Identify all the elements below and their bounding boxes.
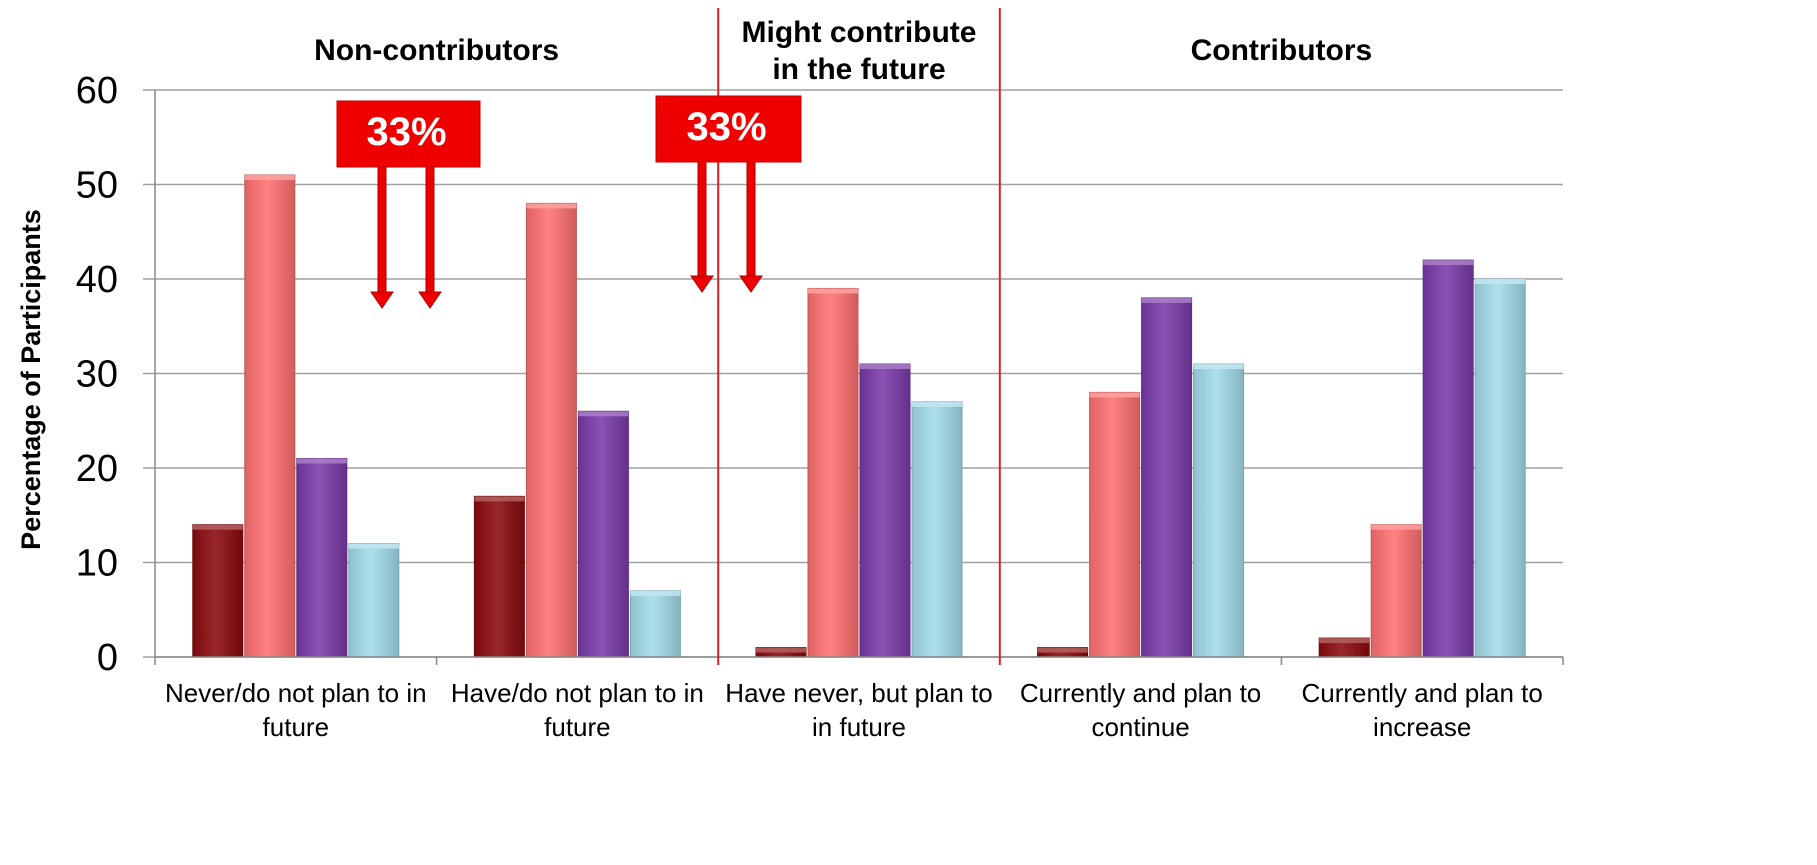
bar-top-bevel: [348, 543, 399, 549]
bar: [911, 401, 963, 658]
bar: [1141, 297, 1193, 658]
bar: [807, 287, 859, 658]
annotation-callout-box: [336, 100, 481, 168]
annotation-arrow-shaft: [697, 161, 707, 279]
bar: [473, 495, 525, 658]
bar-top-bevel: [912, 401, 962, 407]
bar: [1370, 524, 1422, 658]
y-tick-label: 40: [76, 259, 118, 301]
bar: [1089, 391, 1141, 658]
y-tick-label: 20: [76, 448, 118, 490]
x-tick-label: in future: [812, 712, 906, 742]
bar-top-bevel: [1371, 524, 1422, 530]
bar: [1422, 259, 1474, 658]
bar-top-bevel: [526, 203, 577, 209]
annotation-arrow-head: [739, 275, 763, 293]
bar-top-bevel: [860, 364, 910, 370]
bar-top-bevel: [630, 590, 681, 596]
x-tick-label: continue: [1091, 712, 1189, 742]
bar: [1193, 363, 1245, 658]
bar-top-bevel: [808, 288, 858, 294]
bar: [296, 458, 348, 658]
x-tick-label: future: [544, 712, 611, 742]
y-tick-label: 30: [76, 354, 118, 396]
y-tick-label: 0: [97, 637, 118, 679]
bar: [859, 363, 911, 658]
x-tick-label: Never/do not plan to in: [165, 678, 427, 708]
bar-top-bevel: [296, 458, 347, 464]
x-tick-label: future: [263, 712, 330, 742]
bar-top-bevel: [1193, 364, 1244, 370]
bar: [348, 543, 400, 658]
x-tick-label: Currently and plan to: [1302, 678, 1543, 708]
group-label: Non-contributors: [314, 34, 559, 67]
axis-layer: 0 10 20 30 40 50 60 Percentage of Participants N…: [16, 70, 1564, 742]
annotation-arrow-shaft: [425, 166, 435, 295]
annotation-layer: Non-contributors Might contribute in the f…: [314, 8, 1372, 665]
x-tick-label: Currently and plan to: [1020, 678, 1261, 708]
y-tick-label: 10: [76, 543, 118, 585]
annotation-arrow-head: [370, 291, 394, 309]
bar: [1474, 278, 1526, 658]
y-tick-label: 60: [76, 70, 118, 112]
bar: [192, 524, 244, 658]
bar-top-bevel: [474, 496, 525, 502]
annotation-arrow-head: [690, 275, 714, 293]
group-label: Contributors: [1191, 34, 1373, 67]
bar-top-bevel: [756, 647, 806, 653]
annotation-arrow-head: [418, 291, 442, 309]
bar-top-bevel: [1475, 279, 1526, 284]
bar: [244, 174, 296, 658]
bar: [629, 590, 681, 658]
annotation-callout-text: 33%: [686, 105, 766, 149]
x-tick-label: Have/do not plan to in: [451, 678, 704, 708]
bar-top-bevel: [244, 175, 295, 181]
x-tick-label: increase: [1373, 712, 1471, 742]
bar: [577, 410, 629, 658]
bar-top-bevel: [578, 411, 629, 417]
group-label: in the future: [772, 53, 945, 86]
bar-top-bevel: [1319, 638, 1370, 644]
annotation-callout-text: 33%: [366, 110, 446, 154]
bar-top-bevel: [1423, 260, 1474, 266]
bar-top-bevel: [1141, 297, 1192, 303]
annotation-arrow-shaft: [746, 161, 756, 279]
bar-top-bevel: [1037, 647, 1088, 653]
bar-top-bevel: [1089, 392, 1140, 398]
bars-layer: [192, 174, 1526, 658]
y-axis-label: Percentage of Participants: [16, 209, 46, 550]
group-label: Might contribute: [742, 16, 977, 49]
x-tick-label: Have never, but plan to: [725, 678, 992, 708]
y-tick-label: 50: [76, 165, 118, 207]
bar: [525, 202, 577, 658]
annotation-arrow-shaft: [377, 166, 387, 295]
bar-top-bevel: [192, 524, 243, 530]
annotation-callout-box: [655, 95, 802, 163]
